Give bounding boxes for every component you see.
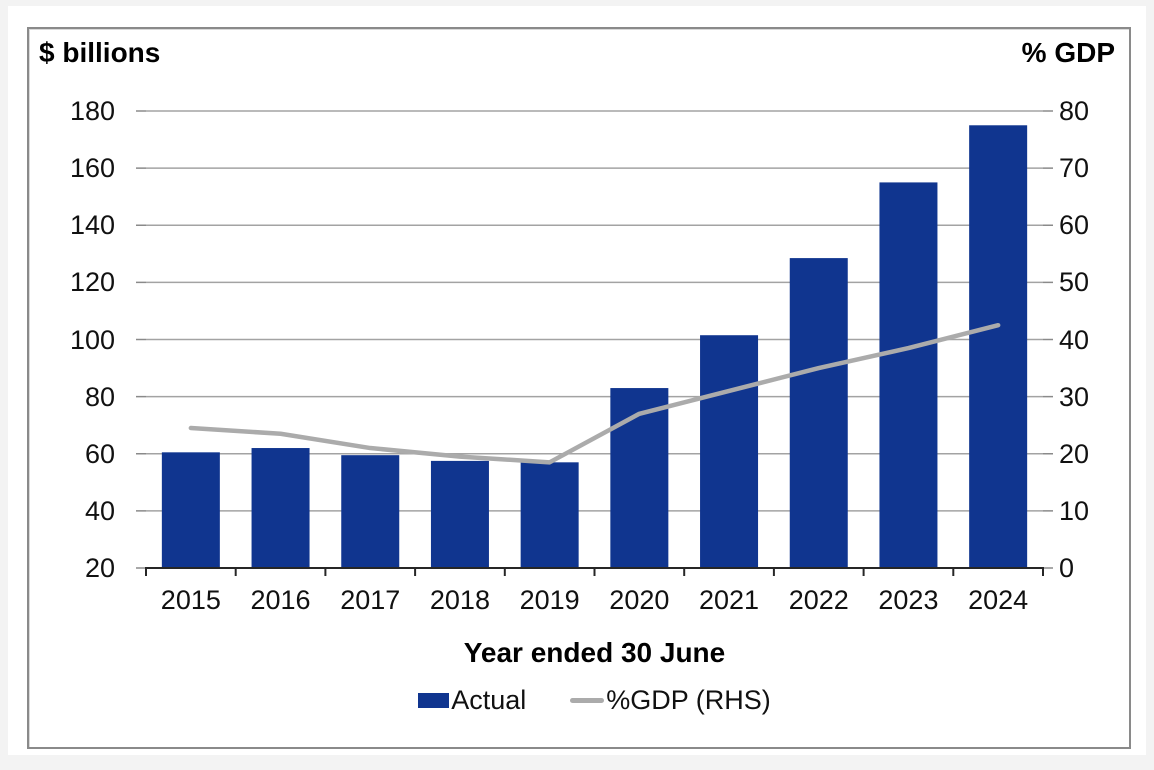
- left-tick-label: 20: [84, 553, 115, 583]
- left-axis-title: $ billions: [39, 37, 161, 68]
- right-tick-label: 70: [1059, 153, 1090, 184]
- right-tick-label: 30: [1059, 381, 1090, 412]
- x-tick-label: 2023: [878, 585, 939, 615]
- bar-2023: [879, 182, 938, 568]
- bar-2018: [430, 460, 489, 568]
- legend: Actual %GDP (RHS): [146, 685, 1043, 716]
- x-tick-label: 2017: [340, 585, 401, 615]
- left-tick-label: 120: [69, 267, 115, 298]
- left-tick-label: 180: [69, 96, 115, 126]
- right-tick-label: 50: [1059, 267, 1090, 298]
- x-tick-label: 2020: [609, 585, 670, 615]
- bar-2015: [161, 452, 220, 568]
- right-tick-label: 20: [1059, 438, 1090, 469]
- x-tick-label: 2019: [519, 585, 580, 615]
- right-tick-label: 80: [1059, 96, 1090, 126]
- x-tick-label: 2022: [788, 585, 849, 615]
- x-tick-label: 2024: [968, 585, 1029, 615]
- legend-label-gdp: %GDP (RHS): [606, 685, 771, 715]
- legend-label-actual: Actual: [451, 685, 527, 715]
- x-tick-label: 2018: [429, 585, 490, 615]
- left-tick-label: 140: [69, 210, 115, 241]
- right-axis-title: % GDP: [1021, 37, 1115, 68]
- x-tick-label: 2015: [160, 585, 221, 615]
- chart-panel: $ billions % GDP 180 160 140 120 100 80 60 40 20…: [8, 6, 1146, 755]
- x-axis-title: Year ended 30 June: [463, 637, 726, 668]
- legend-bar-swatch: [418, 693, 450, 708]
- x-tick-label: 2021: [699, 585, 760, 615]
- legend-item-actual: Actual: [418, 685, 526, 716]
- left-tick-label: 80: [84, 381, 115, 412]
- bar-2017: [341, 455, 400, 568]
- right-tick-label: 10: [1059, 495, 1090, 526]
- legend-item-gdp: %GDP (RHS): [570, 685, 771, 716]
- right-tick-label: 0: [1059, 553, 1075, 583]
- bar-2024: [969, 125, 1028, 568]
- chart-frame: $ billions % GDP 180 160 140 120 100 80 60 40 20…: [27, 27, 1131, 749]
- left-tick-label: 60: [84, 438, 115, 469]
- left-tick-label: 100: [69, 324, 115, 355]
- left-tick-label: 160: [69, 153, 115, 184]
- bar-2020: [610, 388, 669, 568]
- bar-2016: [251, 448, 310, 568]
- bar-2022: [789, 258, 848, 568]
- left-tick-label: 40: [84, 495, 115, 526]
- right-tick-label: 60: [1059, 210, 1090, 241]
- legend-line-swatch: [570, 698, 605, 703]
- right-tick-label: 40: [1059, 324, 1090, 355]
- chart-canvas: [136, 110, 1053, 576]
- bar-2019: [520, 462, 579, 568]
- x-tick-label: 2016: [250, 585, 311, 615]
- bar-2021: [700, 335, 759, 568]
- gdp-line: [188, 322, 1001, 465]
